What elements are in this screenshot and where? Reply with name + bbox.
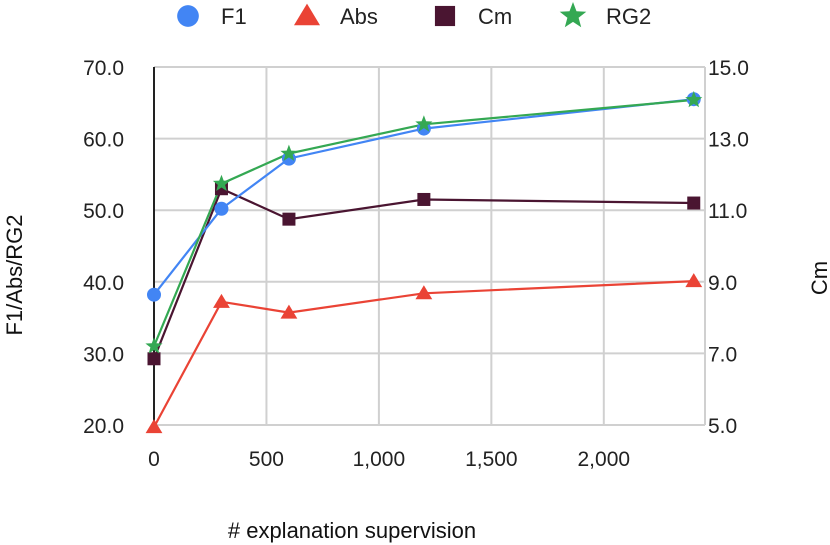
legend: F1 Abs Cm RG2 (177, 2, 651, 29)
data-point-abs-3 (415, 285, 433, 300)
legend-marker-cm (434, 5, 456, 27)
series-markers (145, 90, 703, 434)
y-tick-label-2: 40.0 (83, 272, 124, 295)
x-tick-label-0: 0 (148, 448, 160, 471)
tick-labels: 20.0 30.0 40.0 50.0 60.0 70.0 5.0 7.0 9.0 11.0 13.… (83, 57, 749, 471)
legend-marker-rg2 (559, 2, 587, 28)
legend-label-abs: Abs (340, 4, 378, 29)
data-point-cm-0 (147, 352, 161, 366)
x-tick-label-1: 500 (249, 448, 284, 471)
legend-label-rg2: RG2 (606, 4, 651, 29)
data-point-abs-1 (213, 293, 230, 308)
y2-tick-label-3: 11.0 (708, 200, 747, 223)
y-axis-title: F1/Abs/RG2 (2, 214, 27, 335)
x-tick-label-3: 1,500 (465, 448, 518, 471)
data-point-cm-4 (687, 196, 701, 210)
y2-tick-label-2: 9.0 (708, 272, 737, 295)
data-point-abs-2 (280, 304, 298, 319)
data-point-rg2-4 (685, 90, 703, 108)
series-lines (152, 98, 694, 428)
x-axis-title: # explanation supervision (228, 518, 476, 543)
legend-marker-abs (293, 3, 321, 26)
data-point-rg2-3 (415, 115, 433, 132)
y-tick-label-1: 30.0 (83, 343, 124, 366)
data-point-rg2-0 (145, 337, 163, 354)
y-tick-label-5: 70.0 (83, 57, 124, 80)
data-point-rg2-2 (280, 144, 298, 161)
legend-label-cm: Cm (478, 4, 512, 29)
x-tick-label-2: 1,000 (353, 448, 406, 471)
data-point-f1-1 (214, 201, 229, 216)
data-point-abs-0 (145, 419, 163, 434)
data-point-f1-0 (147, 287, 161, 302)
y2-axis-title: Cm (807, 261, 830, 295)
y2-tick-label-5: 15.0 (708, 57, 749, 80)
data-point-rg2-1 (212, 174, 230, 191)
series-line-cm (152, 187, 694, 360)
series-line-rg2 (152, 98, 694, 347)
y-tick-label-3: 50.0 (83, 200, 124, 223)
y2-tick-label-1: 7.0 (708, 343, 737, 366)
y-tick-label-4: 60.0 (83, 129, 124, 152)
gridlines (154, 66, 706, 426)
x-tick-label-4: 2,000 (578, 448, 631, 471)
data-point-cm-3 (417, 192, 431, 206)
y-tick-label-0: 20.0 (83, 415, 124, 438)
y2-tick-label-0: 5.0 (708, 415, 737, 438)
legend-label-f1: F1 (221, 4, 247, 29)
data-point-cm-2 (282, 212, 296, 226)
data-point-abs-4 (685, 273, 703, 288)
y2-tick-label-4: 13.0 (708, 129, 749, 152)
legend-marker-f1 (177, 5, 199, 27)
